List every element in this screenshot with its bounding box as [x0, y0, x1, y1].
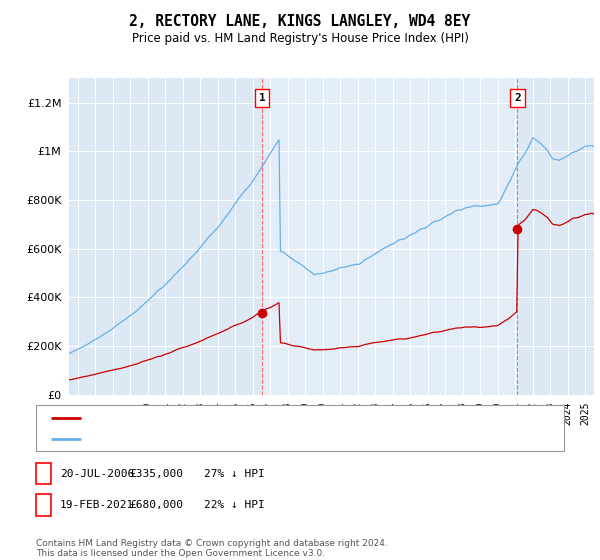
Text: Contains HM Land Registry data © Crown copyright and database right 2024.
This d: Contains HM Land Registry data © Crown c… — [36, 539, 388, 558]
Bar — [585, 78, 594, 395]
Text: 19-FEB-2021: 19-FEB-2021 — [60, 500, 134, 510]
Text: 1: 1 — [40, 467, 47, 480]
Text: 2: 2 — [40, 498, 47, 512]
Text: £335,000: £335,000 — [129, 469, 183, 479]
Text: Price paid vs. HM Land Registry's House Price Index (HPI): Price paid vs. HM Land Registry's House … — [131, 32, 469, 45]
Text: £680,000: £680,000 — [129, 500, 183, 510]
Text: 2, RECTORY LANE, KINGS LANGLEY, WD4 8EY (detached house): 2, RECTORY LANE, KINGS LANGLEY, WD4 8EY … — [87, 413, 437, 423]
Bar — [262, 78, 517, 395]
Text: 2, RECTORY LANE, KINGS LANGLEY, WD4 8EY: 2, RECTORY LANE, KINGS LANGLEY, WD4 8EY — [130, 14, 470, 29]
Text: 20-JUL-2006: 20-JUL-2006 — [60, 469, 134, 479]
Text: 27% ↓ HPI: 27% ↓ HPI — [204, 469, 265, 479]
Text: 1: 1 — [259, 93, 266, 103]
Text: 2: 2 — [514, 93, 521, 103]
Text: HPI: Average price, detached house, Dacorum: HPI: Average price, detached house, Daco… — [87, 435, 356, 444]
Text: 22% ↓ HPI: 22% ↓ HPI — [204, 500, 265, 510]
